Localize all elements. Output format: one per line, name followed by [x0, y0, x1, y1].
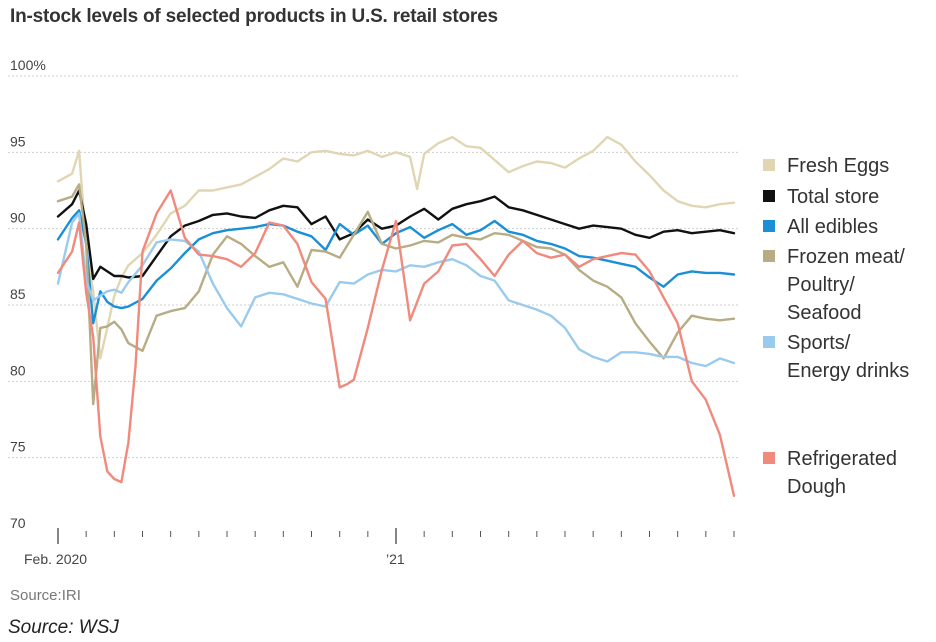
x-tick-label: ’21 — [386, 551, 405, 567]
legend-swatch — [763, 336, 775, 348]
legend-label: Dough — [787, 476, 846, 498]
legend-label: Total store — [787, 186, 879, 208]
legend-label: Seafood — [787, 302, 862, 324]
gridlines — [8, 75, 738, 459]
caption: Source: WSJ — [8, 617, 119, 638]
legend-label: Refrigerated — [787, 448, 897, 470]
y-axis-ticks: 100% 95 90 85 80 75 70 — [10, 57, 46, 531]
legend-label: Energy drinks — [787, 360, 909, 382]
series-line-total-store — [56, 189, 736, 281]
x-axis: Feb. 2020 ’21 — [24, 528, 735, 567]
y-tick-label: 90 — [10, 210, 26, 226]
y-tick-label: 75 — [10, 439, 26, 455]
legend-label: Sports/ — [787, 332, 851, 354]
source-note: Source:IRI — [10, 587, 81, 604]
series-line-frozen-meat — [56, 183, 736, 406]
legend-label: Poultry/ — [787, 274, 855, 296]
legend: Fresh Eggs Total store All edibles Frozen m… — [763, 155, 909, 498]
series-lines — [56, 135, 736, 497]
legend-swatch — [763, 220, 775, 232]
y-tick-label: 95 — [10, 133, 26, 149]
legend-swatch — [763, 452, 775, 464]
series-line-refrigerated — [56, 189, 736, 497]
series-line-fresh-eggs — [56, 135, 736, 360]
legend-swatch — [763, 190, 775, 202]
x-tick-label: Feb. 2020 — [24, 551, 87, 567]
legend-label: Frozen meat/ — [787, 246, 905, 268]
y-tick-label: 80 — [10, 362, 26, 378]
legend-label: All edibles — [787, 216, 878, 238]
y-tick-label: 100% — [10, 57, 46, 73]
chart-title: In-stock levels of selected products in … — [10, 6, 498, 27]
legend-swatch — [763, 159, 775, 171]
series-line-all-edibles — [56, 209, 736, 325]
y-tick-label: 70 — [10, 515, 26, 531]
legend-label: Fresh Eggs — [787, 155, 889, 177]
legend-swatch — [763, 250, 775, 262]
y-tick-label: 85 — [10, 286, 26, 302]
series-line-sports — [56, 212, 736, 368]
